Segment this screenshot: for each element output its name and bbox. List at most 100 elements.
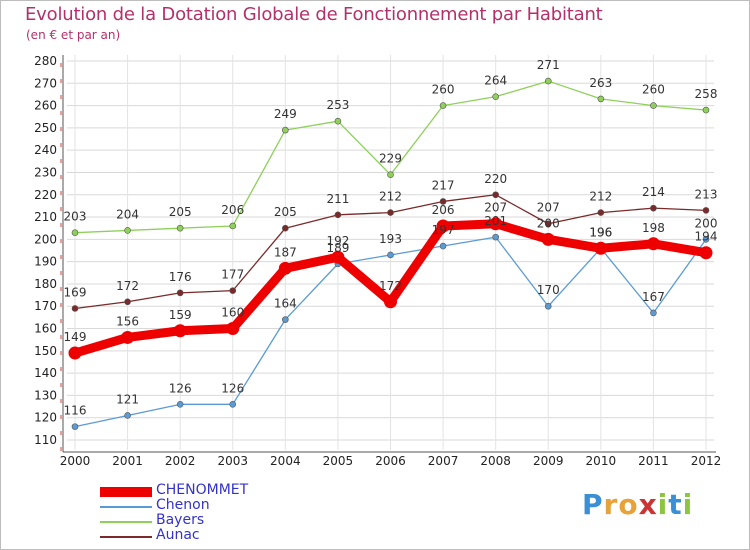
data-label-chenon: 126 <box>221 381 244 395</box>
logo-letter: x <box>638 488 658 521</box>
data-label-aunac: 212 <box>589 190 612 204</box>
legend-label: Bayers <box>156 512 205 528</box>
x-tick-label: 2006 <box>375 454 406 468</box>
x-tick-label: 2005 <box>323 454 354 468</box>
data-label-bayers: 205 <box>169 205 192 219</box>
data-point-bayers <box>702 106 710 114</box>
data-label-aunac: 211 <box>326 192 349 206</box>
x-tick-label: 2000 <box>60 454 91 468</box>
data-label-bayers: 260 <box>432 83 455 97</box>
chart-subtitle: (en € et par an) <box>26 28 121 42</box>
data-point-chenommet <box>278 261 292 275</box>
data-point-chenon <box>71 423 79 430</box>
data-label-bayers: 264 <box>484 74 507 88</box>
proxiti-logo: Proxiti <box>582 488 693 521</box>
data-point-aunac <box>176 289 184 297</box>
data-label-bayers: 203 <box>64 210 87 224</box>
data-label-chenommet: 206 <box>432 203 455 217</box>
data-point-aunac <box>282 224 289 232</box>
y-tick-label: 270 <box>34 76 57 90</box>
y-tick-label: 250 <box>34 121 57 135</box>
data-label-chenommet: 194 <box>695 230 718 244</box>
logo-letter: i <box>657 488 669 521</box>
x-tick-label: 2009 <box>533 454 564 468</box>
data-label-chenommet: 172 <box>379 279 402 293</box>
data-label-aunac: 220 <box>484 172 507 186</box>
data-label-chenon: 170 <box>537 283 560 297</box>
data-point-aunac <box>334 211 342 219</box>
x-tick-label: 2010 <box>586 454 617 468</box>
data-point-chenommet <box>68 346 82 360</box>
data-point-aunac <box>71 305 79 312</box>
legend-swatch <box>100 487 152 497</box>
data-label-chenon: 193 <box>379 232 402 246</box>
data-label-chenon: 189 <box>326 241 349 255</box>
data-point-chenon <box>176 401 184 408</box>
data-point-chenon <box>650 309 657 317</box>
data-label-aunac: 176 <box>169 270 192 284</box>
data-point-chenommet <box>489 217 503 231</box>
y-tick-label: 230 <box>34 165 57 179</box>
data-point-aunac <box>650 204 657 212</box>
data-label-chenon: 196 <box>589 225 612 239</box>
chart-title: Evolution de la Dotation Globale de Fonc… <box>25 4 603 25</box>
data-label-bayers: 229 <box>379 152 402 166</box>
data-point-chenon <box>229 401 237 408</box>
data-label-bayers: 263 <box>589 76 612 90</box>
data-label-bayers: 206 <box>221 203 244 217</box>
logo-letter: o <box>618 488 639 521</box>
data-point-bayers <box>334 117 342 125</box>
data-point-chenon <box>387 251 394 259</box>
data-point-bayers <box>387 171 394 178</box>
data-label-chenon: 200 <box>695 216 718 230</box>
data-point-chenommet <box>173 324 187 338</box>
data-point-bayers <box>492 93 499 100</box>
data-label-aunac: 217 <box>432 178 455 192</box>
data-label-aunac: 177 <box>221 268 244 282</box>
y-tick-label: 180 <box>34 277 57 291</box>
data-label-bayers: 253 <box>326 98 349 112</box>
data-label-chenon: 164 <box>274 297 297 311</box>
data-point-chenommet <box>226 322 240 336</box>
y-tick-label: 260 <box>34 99 57 113</box>
data-label-chenommet: 198 <box>642 221 665 235</box>
y-tick-label: 200 <box>34 232 57 246</box>
y-tick-label: 220 <box>34 188 57 202</box>
x-tick-label: 2008 <box>480 454 511 468</box>
data-point-bayers <box>597 95 605 103</box>
data-point-aunac <box>439 198 447 205</box>
legend-swatch <box>100 521 152 523</box>
data-label-bayers: 258 <box>695 87 718 101</box>
data-point-chenon <box>492 233 499 241</box>
data-label-chenon: 116 <box>64 404 87 418</box>
legend-label: CHENOMMET <box>156 482 249 498</box>
data-point-aunac <box>229 287 237 294</box>
data-point-bayers <box>650 102 657 109</box>
data-label-chenommet: 187 <box>274 245 297 259</box>
logo-letter: t <box>668 488 683 521</box>
y-tick-label: 240 <box>34 143 57 157</box>
data-point-bayers <box>544 77 552 85</box>
data-label-aunac: 212 <box>379 190 402 204</box>
data-point-chenon <box>439 242 447 250</box>
y-tick-label: 150 <box>34 344 57 358</box>
data-point-chenommet <box>594 241 608 255</box>
x-tick-label: 2003 <box>217 454 248 468</box>
legend-label: Aunac <box>156 527 200 543</box>
legend-swatch <box>100 536 152 538</box>
x-tick-label: 2007 <box>428 454 459 468</box>
series-lines <box>68 77 713 430</box>
logo-letter: r <box>603 488 619 521</box>
data-label-aunac: 207 <box>537 201 560 215</box>
data-point-chenommet <box>121 330 135 344</box>
x-tick-label: 2002 <box>165 454 196 468</box>
data-label-aunac: 214 <box>642 185 665 199</box>
data-point-aunac <box>544 220 552 228</box>
x-tick-label: 2001 <box>112 454 143 468</box>
data-point-chenon <box>544 302 552 310</box>
y-tick-label: 160 <box>34 322 57 336</box>
data-label-chenommet: 192 <box>326 234 349 248</box>
data-point-aunac <box>387 209 394 216</box>
